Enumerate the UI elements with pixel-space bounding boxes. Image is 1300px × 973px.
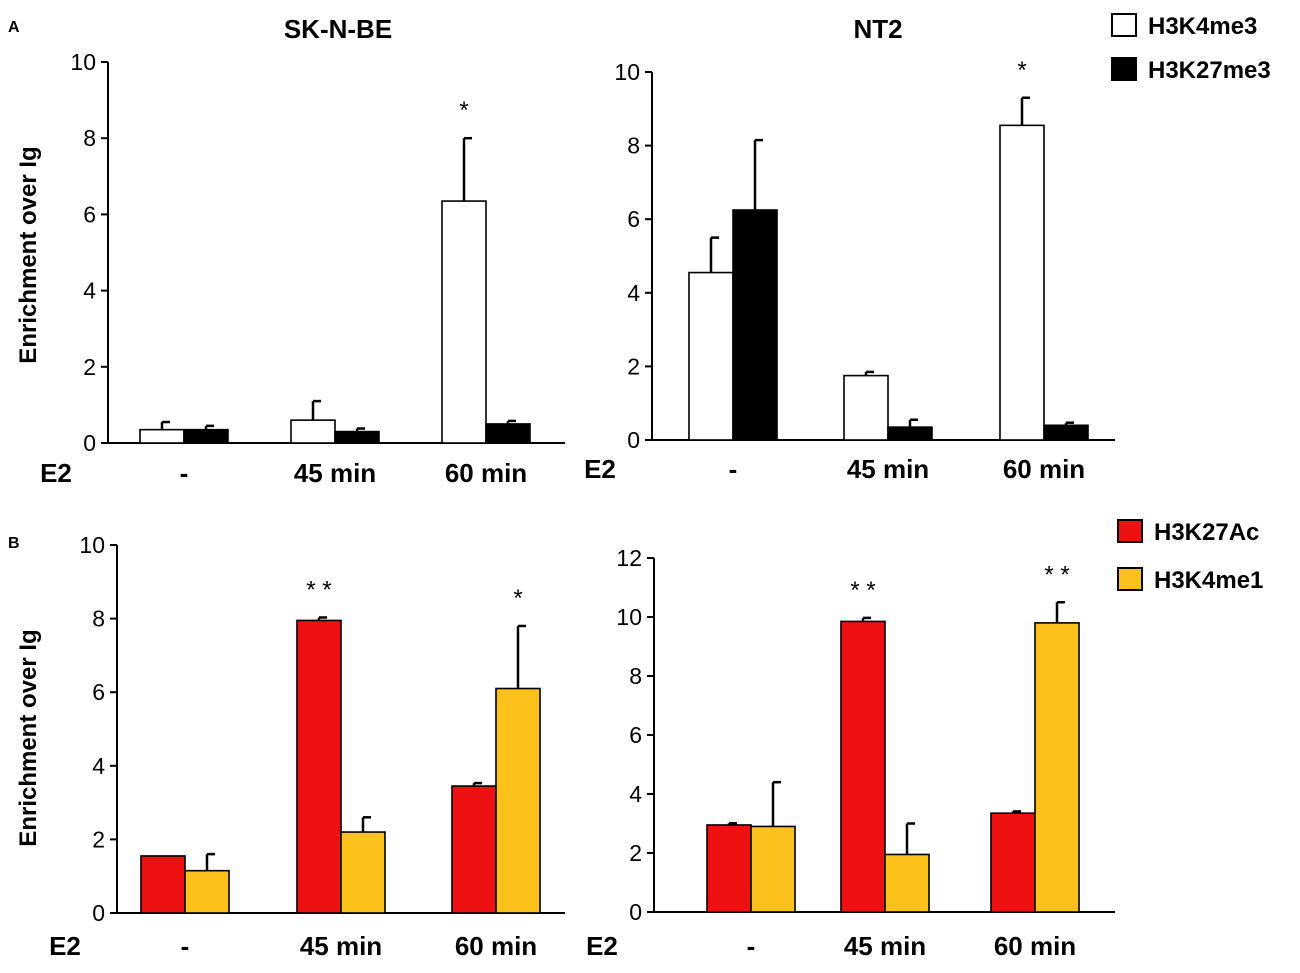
- skn-bottom-y-tick-label: 2: [92, 826, 105, 852]
- skn-top-y-tick-label: 6: [83, 201, 96, 227]
- skn-top-x-tick-label: -: [180, 458, 189, 488]
- nt2-bottom-bar-h3k27ac: [990, 812, 1036, 913]
- nt2-top-x-tick-label: -: [729, 454, 738, 484]
- panel-label-b: B: [8, 535, 20, 552]
- skn-bottom-x-tick-label: 45 min: [300, 931, 382, 961]
- nt2-bottom-legend-label-h3k27ac: H3K27Ac: [1154, 519, 1259, 546]
- skn-top-y-tick-label: 8: [83, 125, 96, 151]
- nt2-top-bar-h3k27me3: [1043, 424, 1089, 441]
- nt2-bottom-x-tick-label: -: [747, 931, 756, 961]
- nt2-top-x-tick-label: 60 min: [1003, 454, 1085, 484]
- nt2-bottom-legend-label-h3k4me1: H3K4me1: [1154, 567, 1263, 594]
- nt2-bottom-significance-annotation: * *: [1044, 561, 1069, 588]
- nt2-top-y-tick-label: 2: [627, 353, 640, 379]
- nt2-bottom-x-tick-label: 45 min: [844, 931, 926, 961]
- skn-bottom-y-tick-label: 0: [92, 900, 105, 926]
- nt2-bottom-bar-h3k4me1: [884, 853, 930, 913]
- nt2-bottom-y-tick-label: 6: [629, 722, 642, 748]
- skn-bottom-bar-h3k4me1: [340, 831, 386, 914]
- skn-top-x-tick-label: 45 min: [294, 458, 376, 488]
- nt2-top-y-tick-label: 4: [627, 280, 640, 306]
- skn-bottom-significance-annotation: * *: [306, 576, 331, 603]
- skn-bottom-y-tick-label: 4: [92, 753, 105, 779]
- nt2-bottom-y-tick-label: 12: [616, 545, 642, 571]
- skn-top-ylabel: Enrichment over Ig: [15, 146, 42, 363]
- charts-layer: SK-N-BE Enrichment over Ig 0 2 4 6 8 10 - 45 min 6…: [15, 13, 1271, 961]
- nt2-bottom-bar-h3k4me1: [1034, 622, 1080, 913]
- nt2-top-x-tick-label: 45 min: [847, 454, 929, 484]
- skn-top-bar-h3k27me3: [485, 423, 531, 444]
- skn-top-bar-h3k4me3: [290, 419, 336, 444]
- skn-bottom-bar-h3k27ac: [451, 785, 497, 914]
- nt2-bottom-bar-h3k27ac: [706, 824, 752, 913]
- nt2-top-significance-annotation: *: [1017, 57, 1026, 84]
- nt2-bottom-y-tick-label: 4: [629, 781, 642, 807]
- skn-bottom-significance-annotation: *: [513, 585, 522, 612]
- skn-top-y-tick-label: 4: [83, 278, 96, 304]
- nt2-top-bar-h3k4me3: [999, 124, 1045, 441]
- nt2-bottom-legend-swatch-h3k4me1: [1117, 567, 1143, 591]
- skn-bottom-bar-h3k4me1: [495, 687, 541, 914]
- skn-top-bar-h3k4me3: [441, 200, 487, 444]
- nt2-bottom-x-tick-label: 60 min: [994, 931, 1076, 961]
- nt2-top-bar-h3k4me3: [843, 374, 889, 441]
- nt2-top-legend-swatch-h3k4me3: [1111, 13, 1137, 37]
- nt2-bottom-bar-h3k27ac: [840, 620, 886, 913]
- nt2-top-legend-label-h3k4me3: H3K4me3: [1148, 13, 1257, 40]
- nt2-top-bar-h3k27me3: [732, 209, 778, 441]
- skn-bottom-y-tick-label: 6: [92, 679, 105, 705]
- nt2-bottom-bar-h3k4me1: [750, 825, 796, 913]
- skn-bottom-bar-h3k27ac: [140, 855, 186, 914]
- skn-bottom-y-tick-label: 10: [79, 532, 105, 558]
- skn-top-title: SK-N-BE: [284, 14, 392, 44]
- nt2-bottom-legend-swatch-h3k27ac: [1117, 519, 1143, 543]
- nt2-bottom-y-tick-label: 0: [629, 899, 642, 925]
- skn-bottom-x-tick-label: 60 min: [455, 931, 537, 961]
- nt2-top-legend-label-h3k27me3: H3K27me3: [1148, 57, 1271, 84]
- skn-top-bar-h3k27me3: [334, 430, 380, 444]
- nt2-top-y-tick-label: 6: [627, 206, 640, 232]
- skn-bottom-x-prefix-label: E2: [49, 931, 81, 961]
- skn-top-y-tick-label: 2: [83, 354, 96, 380]
- skn-top-y-tick-label: 0: [83, 430, 96, 456]
- nt2-top-x-prefix-label: E2: [584, 454, 616, 484]
- nt2-bottom-significance-annotation: * *: [850, 577, 875, 604]
- skn-top-bar-h3k4me3: [139, 428, 185, 444]
- skn-top-significance-annotation: *: [459, 97, 468, 124]
- nt2-bottom-y-tick-label: 8: [629, 663, 642, 689]
- nt2-top-title: NT2: [853, 14, 902, 44]
- nt2-top-y-tick-label: 10: [614, 59, 640, 85]
- skn-bottom-ylabel: Enrichment over Ig: [15, 629, 42, 846]
- nt2-bottom-y-tick-label: 10: [616, 604, 642, 630]
- skn-bottom-x-tick-label: -: [181, 931, 190, 961]
- skn-bottom-y-tick-label: 8: [92, 606, 105, 632]
- skn-top-y-tick-label: 10: [70, 49, 96, 75]
- nt2-top-y-tick-label: 8: [627, 133, 640, 159]
- skn-top-bar-h3k27me3: [183, 428, 229, 444]
- nt2-top-y-tick-label: 0: [627, 427, 640, 453]
- nt2-top-bar-h3k4me3: [688, 271, 734, 441]
- skn-top-x-tick-label: 60 min: [445, 458, 527, 488]
- skn-top-x-prefix-label: E2: [40, 458, 72, 488]
- nt2-top-bar-h3k27me3: [887, 426, 933, 441]
- skn-bottom-bar-h3k27ac: [296, 619, 342, 914]
- panel-label-a: A: [8, 19, 20, 36]
- nt2-bottom-x-prefix-label: E2: [586, 931, 618, 961]
- skn-bottom-bar-h3k4me1: [184, 869, 230, 914]
- nt2-top-legend-swatch-h3k27me3: [1111, 57, 1137, 81]
- nt2-bottom-y-tick-label: 2: [629, 840, 642, 866]
